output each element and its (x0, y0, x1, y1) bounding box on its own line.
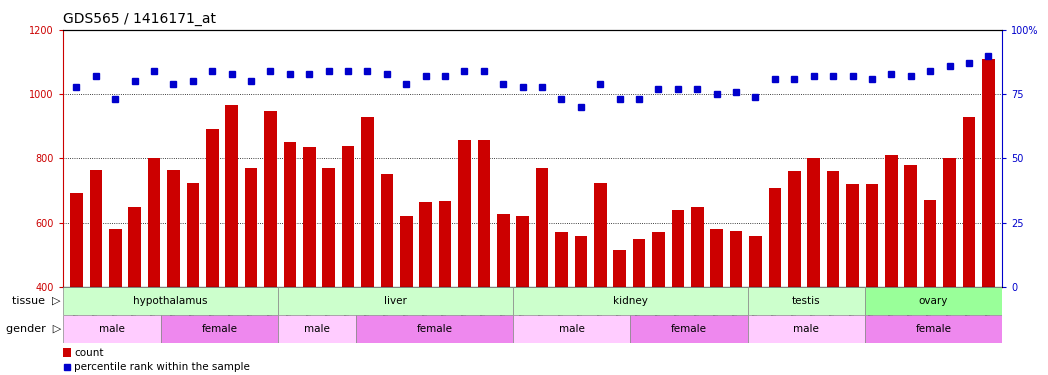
Bar (187, 183, 199, 375)
Bar (225, 105, 238, 375)
Bar (788, 171, 801, 375)
Text: gender  ▷: gender ▷ (5, 324, 61, 334)
Text: ovary: ovary (919, 296, 948, 306)
Text: female: female (671, 324, 707, 334)
Text: testis: testis (792, 296, 821, 306)
Bar (672, 210, 684, 375)
Bar (148, 158, 160, 375)
Text: percentile rank within the sample: percentile rank within the sample (74, 362, 250, 372)
Bar (342, 146, 354, 375)
Bar (128, 207, 141, 375)
Bar (206, 129, 219, 375)
Text: male: male (559, 324, 585, 334)
Bar (904, 165, 917, 375)
Bar (633, 239, 646, 375)
Bar (749, 236, 762, 375)
Bar (63, 287, 278, 315)
Bar (729, 231, 742, 375)
Bar (419, 202, 432, 375)
Bar (630, 315, 747, 343)
Bar (517, 216, 529, 375)
Bar (711, 229, 723, 375)
Bar (691, 207, 703, 375)
Bar (807, 158, 820, 375)
Text: female: female (915, 324, 952, 334)
Bar (512, 315, 630, 343)
Bar (512, 287, 747, 315)
Text: male: male (99, 324, 125, 334)
Bar (439, 201, 452, 375)
Bar (380, 174, 393, 375)
Bar (923, 200, 937, 375)
Bar (865, 315, 1002, 343)
Bar (168, 170, 180, 375)
Text: male: male (793, 324, 820, 334)
Bar (574, 236, 587, 375)
Bar (747, 287, 865, 315)
Text: liver: liver (384, 296, 407, 306)
Bar (89, 170, 102, 375)
Bar (278, 287, 512, 315)
Bar (245, 168, 258, 375)
Bar (63, 348, 71, 357)
Bar (982, 59, 995, 375)
Bar (478, 140, 490, 375)
Bar (323, 168, 335, 375)
Bar (497, 214, 509, 375)
Bar (943, 158, 956, 375)
Text: female: female (201, 324, 238, 334)
Bar (458, 140, 471, 375)
Bar (70, 193, 83, 375)
Text: GDS565 / 1416171_at: GDS565 / 1416171_at (63, 12, 216, 26)
Text: male: male (304, 324, 330, 334)
Bar (303, 147, 315, 375)
Text: hypothalamus: hypothalamus (133, 296, 208, 306)
Bar (160, 315, 278, 343)
Bar (652, 232, 664, 375)
Bar (963, 117, 976, 375)
Bar (555, 232, 568, 375)
Bar (846, 184, 858, 375)
Text: kidney: kidney (613, 296, 648, 306)
Bar (356, 315, 512, 343)
Bar (594, 183, 607, 375)
Bar (63, 315, 160, 343)
Bar (865, 287, 1002, 315)
Bar (866, 184, 878, 375)
Bar (264, 111, 277, 375)
Text: female: female (416, 324, 453, 334)
Bar (885, 155, 897, 375)
Bar (362, 117, 374, 375)
Bar (278, 315, 356, 343)
Bar (747, 315, 865, 343)
Bar (400, 216, 413, 375)
Bar (536, 168, 548, 375)
Bar (109, 230, 122, 375)
Bar (827, 171, 839, 375)
Bar (284, 142, 297, 375)
Text: tissue  ▷: tissue ▷ (13, 296, 61, 306)
Bar (613, 250, 626, 375)
Bar (768, 188, 781, 375)
Text: count: count (74, 348, 104, 358)
